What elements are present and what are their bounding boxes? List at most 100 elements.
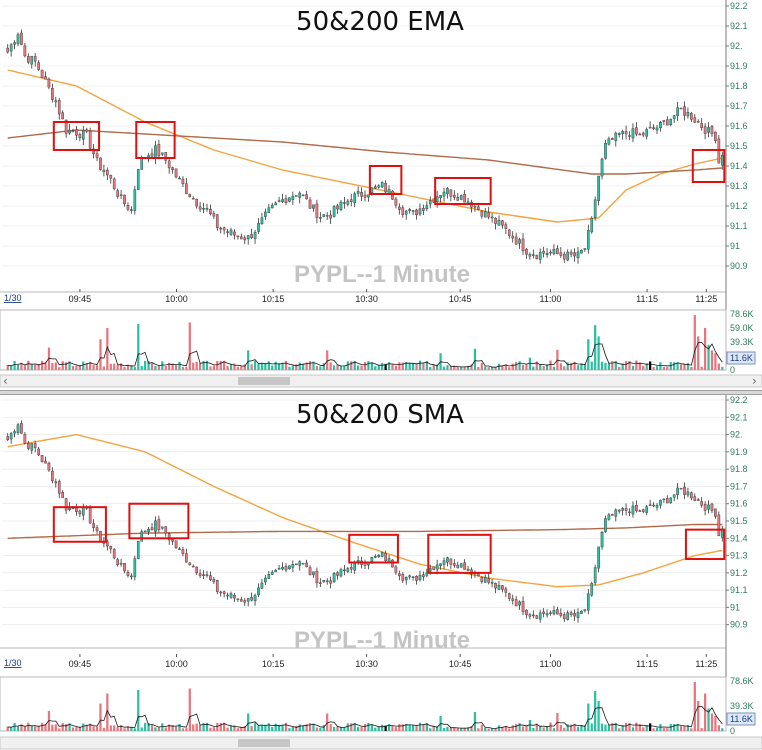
candle-body <box>504 588 508 593</box>
candle-body <box>47 78 51 88</box>
time-axis[interactable]: 09:45 10:00 10:15 10:30 10:45 11:00 11:15 11:25 <box>69 654 718 669</box>
volume-bar <box>116 365 119 370</box>
volume-bar <box>40 722 44 731</box>
highlight-box <box>684 528 726 561</box>
volume-bar <box>621 725 624 731</box>
candle-body <box>665 498 669 504</box>
volume-bar <box>635 722 638 731</box>
volume-bar <box>116 726 119 731</box>
candle-body <box>64 119 68 134</box>
price-axis[interactable]: 92.2 92.1 92. 91.9 91.8 91.7 91.6 91.5 91.4 91.3 9… <box>725 395 748 731</box>
candle-body <box>456 565 460 569</box>
candle-body <box>648 504 652 506</box>
candle-body <box>188 562 192 566</box>
candle-body <box>408 575 411 578</box>
volume-bar <box>401 724 404 731</box>
candle-body <box>40 69 44 78</box>
volume-bar <box>394 365 398 370</box>
candle-body <box>463 193 466 203</box>
volume-bar <box>71 366 75 370</box>
candle-body <box>710 503 714 511</box>
volume-bar <box>442 728 446 731</box>
volume-bar <box>302 725 305 731</box>
candle-body <box>532 614 535 617</box>
volume-bar <box>508 728 511 731</box>
candle-body <box>624 131 628 135</box>
volume-bar <box>511 363 514 370</box>
scrollbar-thumb[interactable] <box>238 377 290 385</box>
candle-body <box>61 492 65 498</box>
volume-bar <box>398 724 401 731</box>
candle-body <box>319 217 322 219</box>
price-tick-label: 91.8 <box>730 464 748 474</box>
candle-body <box>453 194 456 198</box>
price-tick-label: 91.3 <box>730 181 748 191</box>
volume-bar <box>154 365 157 370</box>
candle-body <box>480 577 484 582</box>
time-axis[interactable]: 09:45 10:00 10:15 10:30 10:45 11:00 11:15 11:25 <box>69 289 718 304</box>
candle-body <box>435 564 439 570</box>
candle-body <box>126 572 130 576</box>
volume-bar <box>277 363 281 370</box>
volume-bar <box>82 361 85 370</box>
volume-bar <box>250 725 253 731</box>
candle-body <box>408 209 411 212</box>
volume-bar <box>714 716 717 731</box>
candle-body <box>679 487 683 490</box>
volume-bar <box>223 722 226 731</box>
volume-bar <box>518 361 521 370</box>
volume-bar <box>597 701 600 731</box>
price-tick-label: 91.3 <box>730 551 748 561</box>
candle-body <box>590 217 594 233</box>
horizontal-scrollbar[interactable]: ‹ › <box>0 374 762 388</box>
candle-body <box>198 206 202 210</box>
volume-bar <box>535 723 538 731</box>
volume-bar <box>707 344 710 370</box>
volume-bar <box>587 339 590 370</box>
scrollbar-track[interactable] <box>0 736 762 750</box>
scrollbar-track[interactable] <box>0 374 762 388</box>
volume-bar <box>219 722 222 731</box>
candle-body <box>75 129 78 136</box>
volume-bar <box>446 365 449 370</box>
candle-body <box>157 144 161 157</box>
scroll-left-arrow-icon[interactable]: ‹ <box>3 374 8 388</box>
candle-body <box>538 612 542 620</box>
candle-body <box>720 154 724 166</box>
volume-badge-text: 11.6K <box>730 353 753 363</box>
highlight-boxes <box>52 502 726 574</box>
scroll-right-arrow-icon[interactable]: › <box>752 374 757 388</box>
panel-divider[interactable] <box>0 390 762 395</box>
candle-body <box>332 573 336 583</box>
volume-bar <box>649 723 652 731</box>
price-axis[interactable]: 92.2 92.1 92. 91.9 91.8 91.7 91.6 91.5 91.4 91.3 9… <box>725 0 748 370</box>
candle-body <box>428 568 432 572</box>
volume-bar <box>284 360 288 370</box>
volume-bar <box>58 728 61 731</box>
candle-body <box>652 504 655 507</box>
volume-bar <box>401 362 404 370</box>
volume-bar <box>192 362 195 370</box>
candle-body <box>528 614 532 617</box>
volume-bar <box>13 360 16 370</box>
candle-body <box>586 230 590 250</box>
volume-bar <box>308 361 312 370</box>
volume-bar <box>89 723 92 731</box>
candle-body <box>507 593 511 599</box>
price-tick-label: 91 <box>730 602 740 612</box>
horizontal-scrollbar[interactable] <box>0 736 762 750</box>
candle-body <box>631 505 635 515</box>
candle-body <box>16 424 20 433</box>
candle-body <box>655 505 659 508</box>
scrollbar-thumb[interactable] <box>238 739 290 747</box>
candle-body <box>185 553 188 563</box>
candle-body <box>707 127 710 133</box>
volume-bar <box>566 362 569 370</box>
candle-body <box>425 572 429 576</box>
volume-bar <box>436 364 439 370</box>
candle-body <box>360 191 363 197</box>
volume-bar <box>181 728 185 731</box>
volume-bar <box>436 726 439 731</box>
candle-body <box>600 158 604 177</box>
